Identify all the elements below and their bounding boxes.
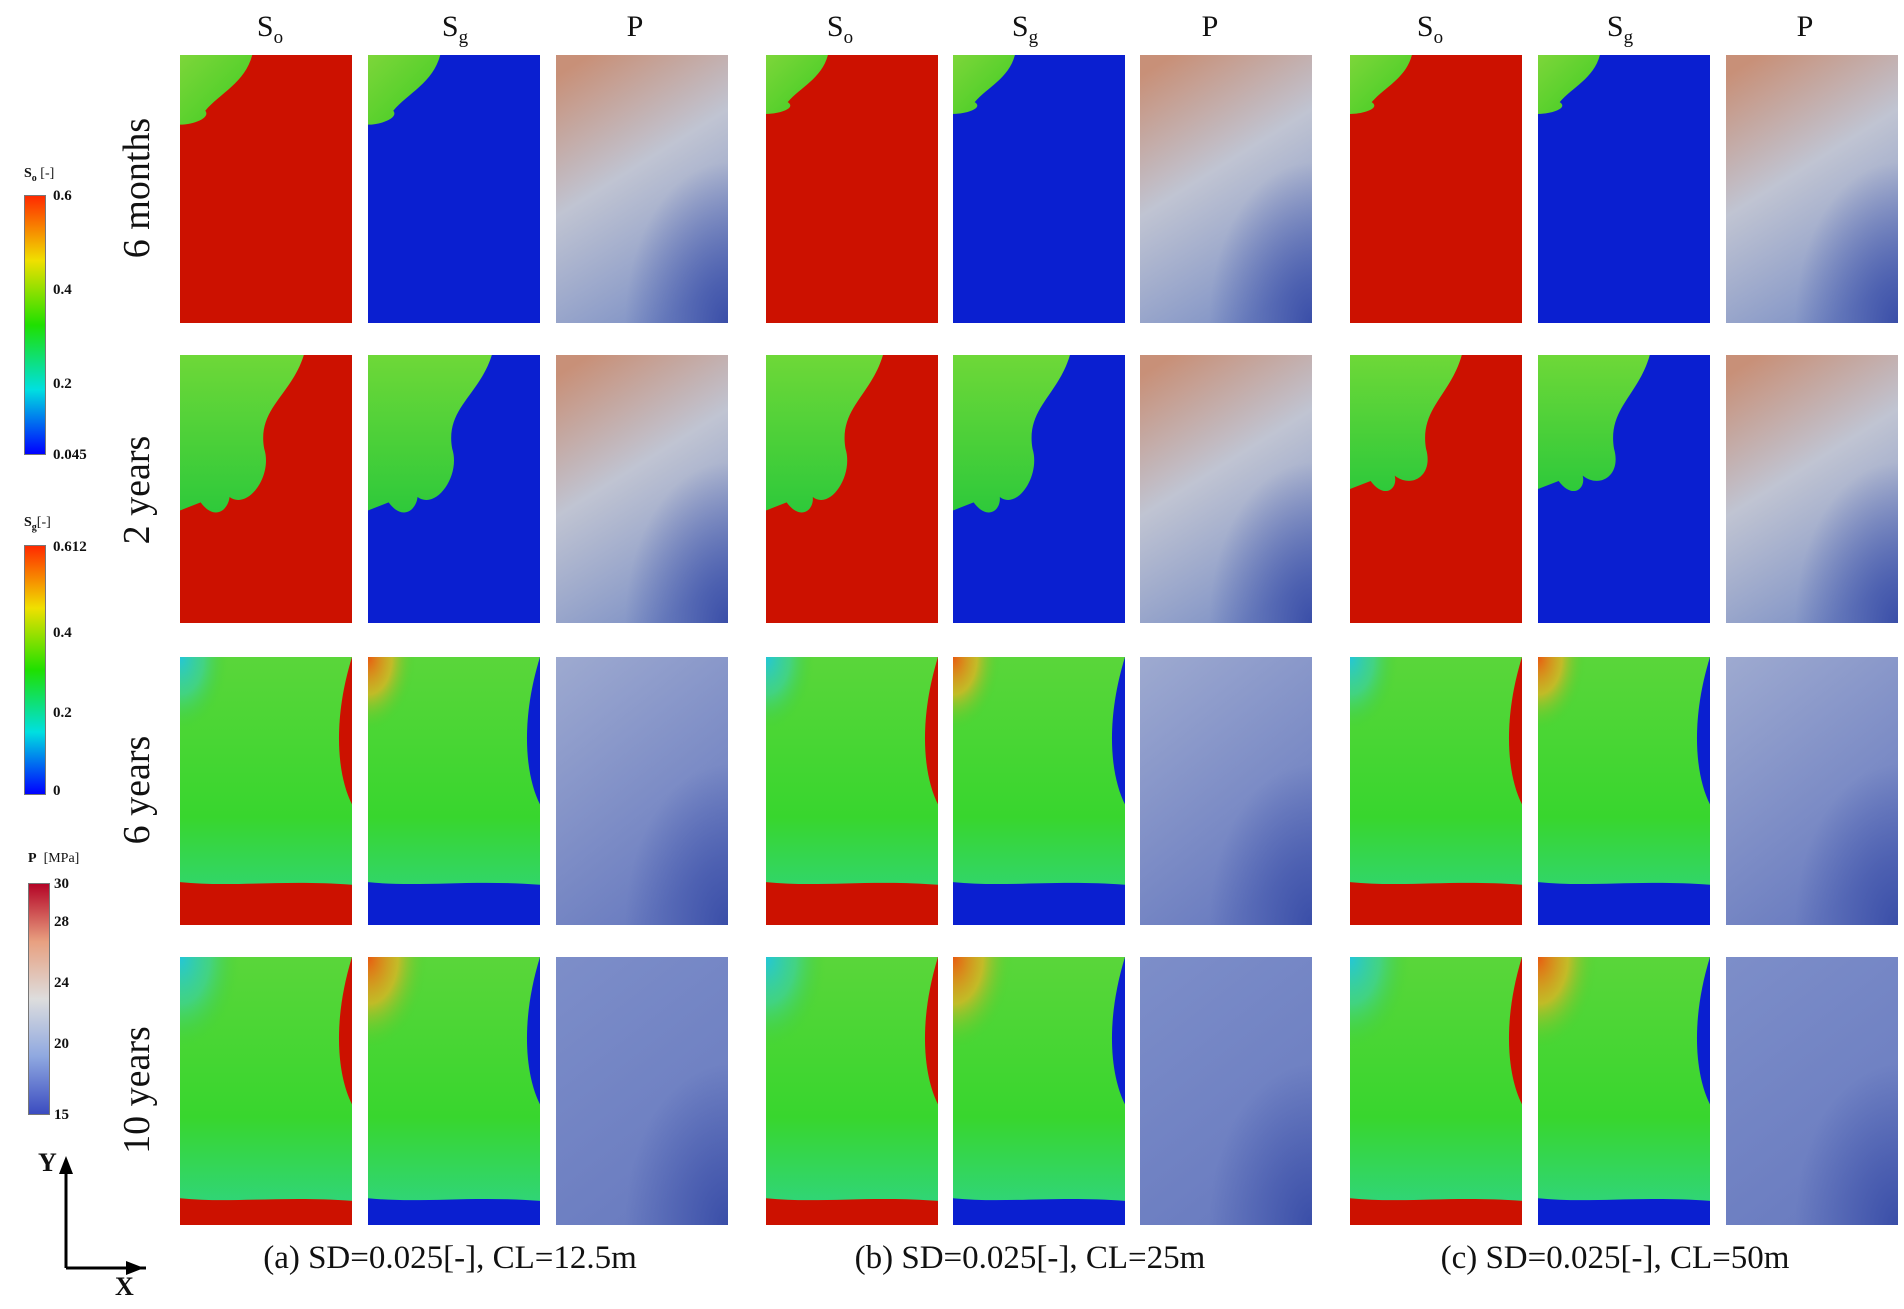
field-panel-b-so-6-years: [766, 657, 938, 925]
field-panel-a-p-6-months: [556, 55, 728, 323]
axis-arrows: [59, 1156, 158, 1275]
field-panel-c-p-2-years: [1726, 355, 1898, 623]
colorbar-p-title: P [MPa]: [28, 851, 80, 866]
field-panel-c-so-10-years: [1350, 957, 1522, 1225]
field-panel-a-so-2-years: [180, 355, 352, 623]
field-panel-b-so-10-years: [766, 957, 938, 1225]
field-panel-c-p-6-months: [1726, 55, 1898, 323]
field-panel-b-sg-6-years: [953, 657, 1125, 925]
field-panel-c-so-6-months: [1350, 55, 1522, 323]
row-label-6-months: 6 months: [116, 117, 158, 259]
field-panel-a-sg-10-years: [368, 957, 540, 1225]
field-panel-a-so-10-years: [180, 957, 352, 1225]
colorbar-so-tick: 0.2: [53, 376, 72, 392]
column-header-sg: Sg: [441, 10, 469, 48]
field-panel-c-sg-10-years: [1538, 957, 1710, 1225]
field-panel-b-p-2-years: [1140, 355, 1312, 623]
colorbar-so-tick: 0.6: [53, 188, 72, 204]
colorbar-sg-tick: 0: [53, 783, 61, 799]
column-header-so: So: [826, 10, 854, 48]
field-panel-b-so-6-months: [766, 55, 938, 323]
field-panel-c-so-6-years: [1350, 657, 1522, 925]
colorbar-p: [28, 883, 50, 1115]
field-panel-c-so-2-years: [1350, 355, 1522, 623]
colorbar-sg-title: Sg[-]: [24, 515, 51, 533]
field-panel-b-so-2-years: [766, 355, 938, 623]
column-header-sg: Sg: [1606, 10, 1634, 48]
column-header-so: So: [1416, 10, 1444, 48]
colorbar-so-tick: 0.4: [53, 282, 72, 298]
colorbar-so-title: So [-]: [24, 166, 55, 184]
field-panel-b-p-6-years: [1140, 657, 1312, 925]
column-header-sg: Sg: [1011, 10, 1039, 48]
colorbar-sg-tick: 0.4: [53, 625, 72, 641]
field-panel-a-p-10-years: [556, 957, 728, 1225]
field-panel-a-p-2-years: [556, 355, 728, 623]
field-panel-a-sg-2-years: [368, 355, 540, 623]
field-panel-b-p-6-months: [1140, 55, 1312, 323]
colorbar-p-tick: 15: [54, 1107, 69, 1123]
colorbar-p-tick: 20: [54, 1036, 69, 1052]
field-panel-c-sg-2-years: [1538, 355, 1710, 623]
field-panel-a-p-6-years: [556, 657, 728, 925]
colorbar-sg: [24, 545, 46, 795]
axis-indicator: [36, 1150, 158, 1300]
caption-c: (c) SD=0.025[-], CL=50m: [1440, 1240, 1790, 1276]
field-panel-b-p-10-years: [1140, 957, 1312, 1225]
field-panel-b-sg-2-years: [953, 355, 1125, 623]
axis-label-y: Y: [38, 1148, 57, 1177]
field-panel-b-sg-6-months: [953, 55, 1125, 323]
axis-label-x: X: [115, 1272, 134, 1301]
colorbar-sg-tick: 0.2: [53, 705, 72, 721]
field-panel-c-sg-6-months: [1538, 55, 1710, 323]
field-panel-a-sg-6-years: [368, 657, 540, 925]
colorbar-p-tick: 30: [54, 876, 69, 892]
field-panel-c-sg-6-years: [1538, 657, 1710, 925]
colorbar-p-tick: 24: [54, 975, 69, 991]
row-label-6-years: 6 years: [116, 735, 158, 845]
field-panel-a-sg-6-months: [368, 55, 540, 323]
colorbar-so: [24, 195, 46, 455]
colorbar-p-tick: 28: [54, 914, 69, 930]
column-header-p: P: [1796, 10, 1814, 43]
caption-a: (a) SD=0.025[-], CL=12.5m: [263, 1240, 637, 1276]
field-panel-b-sg-10-years: [953, 957, 1125, 1225]
column-header-so: So: [256, 10, 284, 48]
field-panel-a-so-6-years: [180, 657, 352, 925]
field-panel-c-p-10-years: [1726, 957, 1898, 1225]
column-header-p: P: [1201, 10, 1219, 43]
caption-b: (b) SD=0.025[-], CL=25m: [854, 1240, 1206, 1276]
field-panel-a-so-6-months: [180, 55, 352, 323]
row-label-2-years: 2 years: [116, 435, 158, 545]
row-label-10-years: 10 years: [116, 1026, 158, 1154]
colorbar-sg-tick: 0.612: [53, 539, 87, 555]
field-panel-c-p-6-years: [1726, 657, 1898, 925]
column-header-p: P: [626, 10, 644, 43]
colorbar-so-tick: 0.045: [53, 447, 87, 463]
